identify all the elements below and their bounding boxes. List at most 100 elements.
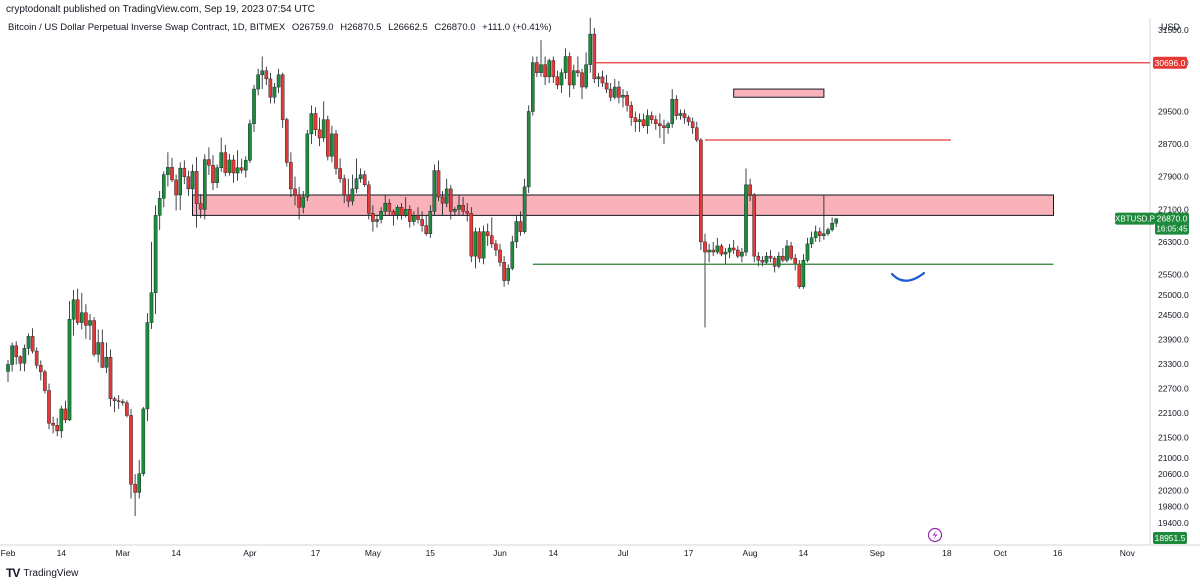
x-tick-label: 18 xyxy=(942,548,952,558)
x-tick-label: Apr xyxy=(243,548,256,558)
candle-body xyxy=(420,219,424,226)
candle-body xyxy=(444,188,449,204)
candle-body xyxy=(272,86,277,98)
candle-body xyxy=(703,241,707,253)
candle-body xyxy=(461,204,465,212)
candle-body xyxy=(30,336,35,352)
x-tick-label: Oct xyxy=(994,548,1008,558)
candle-body xyxy=(428,211,433,234)
candle-body xyxy=(387,202,392,212)
x-tick-label: Feb xyxy=(1,548,16,558)
y-tick-label: 22100.0 xyxy=(1158,408,1189,418)
candle-body xyxy=(71,299,76,320)
candle-body xyxy=(744,184,748,253)
candle-body xyxy=(116,400,121,402)
candle-body xyxy=(494,243,498,251)
candle-body xyxy=(293,188,297,196)
candle-body xyxy=(649,115,654,120)
candle-body xyxy=(502,262,506,281)
candle-body xyxy=(576,70,580,73)
candle-body xyxy=(432,170,437,212)
candle-body xyxy=(231,159,236,174)
candle-body xyxy=(182,167,187,177)
close-value: C26870.0 xyxy=(434,22,476,33)
candle-body xyxy=(375,219,379,222)
candle-body xyxy=(235,167,240,174)
candle-body xyxy=(830,222,834,230)
candle-body xyxy=(416,215,420,220)
candle-body xyxy=(227,159,232,173)
candle-body xyxy=(731,247,736,251)
candle-body xyxy=(239,167,244,171)
candle-body xyxy=(313,113,318,131)
y-tick-label: 27900.0 xyxy=(1158,172,1189,182)
candle-body xyxy=(10,345,14,365)
candle-body xyxy=(321,119,326,139)
candle-body xyxy=(252,88,256,124)
candle-body xyxy=(395,207,400,216)
candle-body xyxy=(506,268,511,281)
tradingview-logo-icon: TV xyxy=(6,566,20,580)
candle-body xyxy=(84,312,88,326)
candle-body xyxy=(137,473,142,493)
candle-body xyxy=(715,245,720,253)
candle-body xyxy=(22,348,27,364)
candle-body xyxy=(309,113,314,135)
candle-body xyxy=(436,170,441,198)
candle-body xyxy=(547,60,551,78)
candle-body xyxy=(14,345,19,357)
candle-body xyxy=(202,159,207,210)
y-tick-label: 25000.0 xyxy=(1158,290,1189,300)
candle-body xyxy=(641,119,646,126)
candle-body xyxy=(18,356,23,364)
candle-body xyxy=(834,218,838,224)
candle-body xyxy=(350,188,355,202)
candle-body xyxy=(670,99,674,124)
candle-body xyxy=(580,72,584,88)
candle-body xyxy=(498,249,502,263)
candle-body xyxy=(699,139,703,243)
candle-body xyxy=(190,171,195,190)
supply-zone-0 xyxy=(192,194,1054,216)
candle-body xyxy=(617,86,621,98)
candle-body xyxy=(658,123,662,126)
candle-body xyxy=(161,174,166,199)
candle-body xyxy=(67,319,72,421)
candle-body xyxy=(818,231,822,236)
candle-body xyxy=(621,94,625,98)
candle-body xyxy=(473,231,478,257)
candle-body xyxy=(186,176,191,190)
candle-body xyxy=(75,299,80,323)
candle-body xyxy=(719,245,724,255)
y-tick-label: 22700.0 xyxy=(1158,384,1189,394)
candle-body xyxy=(39,365,43,373)
candle-body xyxy=(748,184,752,196)
candle-body xyxy=(736,249,740,257)
candle-body xyxy=(613,86,617,98)
candle-body xyxy=(449,188,453,212)
candle-body xyxy=(809,237,814,245)
candle-body xyxy=(330,133,334,157)
x-tick-label: 17 xyxy=(684,548,694,558)
y-tick-label: 24500.0 xyxy=(1158,310,1189,320)
candle-body xyxy=(305,133,310,198)
candle-body xyxy=(481,231,486,259)
brand-name: TradingView xyxy=(23,567,79,579)
y-tick-label: 20200.0 xyxy=(1158,485,1189,495)
candle-body xyxy=(157,198,162,216)
candle-body xyxy=(572,70,576,86)
candle-body xyxy=(371,213,375,222)
candle-body xyxy=(522,186,527,232)
candle-body xyxy=(662,125,666,128)
candle-body xyxy=(768,255,773,259)
lightning-icon[interactable] xyxy=(927,527,943,543)
y-tick-label: 25500.0 xyxy=(1158,269,1189,279)
candle-body xyxy=(695,127,699,141)
x-tick-label: Nov xyxy=(1120,548,1136,558)
candle-body xyxy=(686,117,691,122)
candle-body xyxy=(707,249,711,253)
candle-body xyxy=(551,60,556,78)
candle-body xyxy=(756,255,761,261)
candle-body xyxy=(440,196,445,204)
